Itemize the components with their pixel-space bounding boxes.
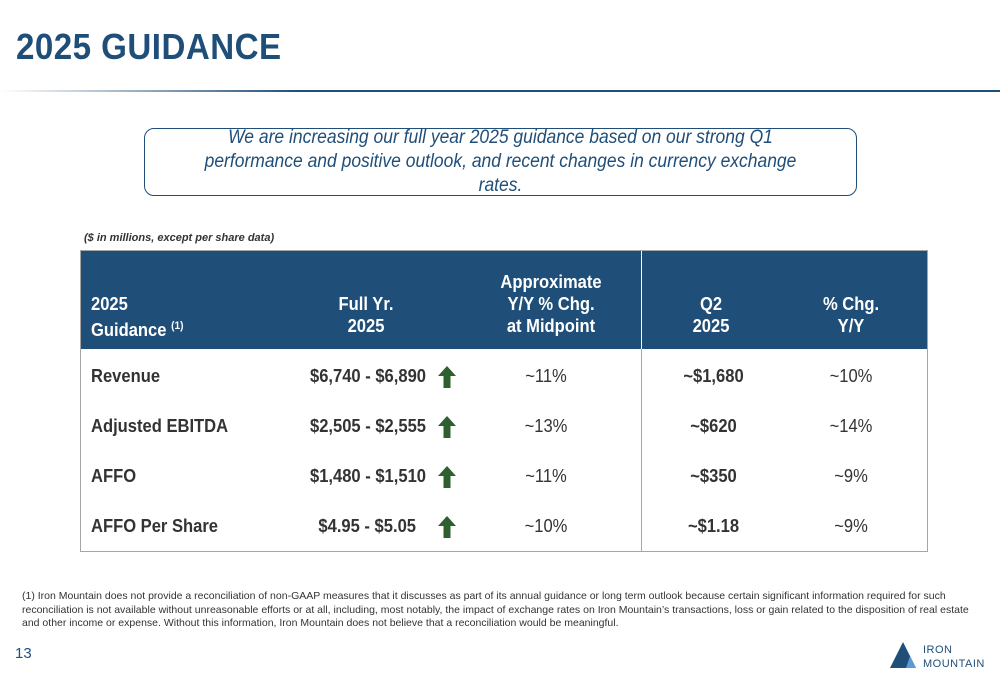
header-pct-change: % Chg. Y/Y — [822, 294, 880, 336]
table-row: AFFO $1,480 - $1,510 ~11% ~$350 ~9% — [81, 451, 927, 501]
page-number: 13 — [15, 645, 32, 662]
arrow-up-icon — [438, 516, 456, 538]
approx-change: ~11% — [525, 366, 567, 386]
full-year-range: $1,480 - $1,510 — [309, 466, 426, 486]
full-year-range: $4.95 - $5.05 — [318, 516, 416, 536]
pct-change: ~14% — [829, 416, 873, 436]
guidance-table: 2025 Guidance (1) Full Yr. 2025 Approxim… — [80, 250, 928, 552]
page-title: 2025 GUIDANCE — [16, 26, 282, 67]
callout-box: We are increasing our full year 2025 gui… — [144, 127, 857, 196]
q2-value: ~$620 — [690, 416, 737, 436]
pct-change: ~9% — [834, 516, 868, 536]
mountain-icon — [890, 642, 916, 668]
table-row: Adjusted EBITDA $2,505 - $2,555 ~13% ~$6… — [81, 401, 927, 451]
row-label: Adjusted EBITDA — [91, 416, 229, 436]
header-guidance: 2025 Guidance (1) — [91, 294, 184, 340]
row-label: AFFO Per Share — [91, 516, 219, 536]
pct-change: ~9% — [834, 466, 868, 486]
pct-change: ~10% — [829, 366, 873, 386]
arrow-up-icon — [438, 416, 456, 438]
column-divider — [641, 251, 642, 551]
row-label: Revenue — [91, 366, 161, 386]
full-year-range: $2,505 - $2,555 — [309, 416, 426, 436]
arrow-up-icon — [438, 466, 456, 488]
approx-change: ~10% — [524, 516, 568, 536]
callout-text: We are increasing our full year 2025 gui… — [204, 127, 797, 196]
q2-value: ~$1,680 — [683, 366, 744, 386]
title-divider — [0, 90, 1000, 92]
logo-wordmark: IRON MOUNTAIN — [923, 644, 985, 670]
row-label: AFFO — [91, 466, 137, 486]
table-row: AFFO Per Share $4.95 - $5.05 ~10% ~$1.18… — [81, 501, 927, 551]
table-row: Revenue $6,740 - $6,890 ~11% ~$1,680 ~10… — [81, 351, 927, 401]
q2-value: ~$350 — [690, 466, 737, 486]
header-approx-change: Approximate Y/Y % Chg. at Midpoint — [500, 272, 602, 336]
footnote: (1) Iron Mountain does not provide a rec… — [22, 590, 969, 629]
iron-mountain-logo: IRON MOUNTAIN — [890, 640, 990, 676]
table-header — [81, 251, 927, 349]
approx-change: ~13% — [524, 416, 568, 436]
header-full-year: Full Yr. 2025 — [338, 294, 394, 336]
header-column-divider — [641, 251, 642, 349]
arrow-up-icon — [438, 366, 456, 388]
approx-change: ~11% — [525, 466, 567, 486]
q2-value: ~$1.18 — [687, 516, 740, 536]
units-note: ($ in millions, except per share data) — [84, 232, 275, 244]
header-q2: Q2 2025 — [692, 294, 730, 336]
full-year-range: $6,740 - $6,890 — [309, 366, 426, 386]
